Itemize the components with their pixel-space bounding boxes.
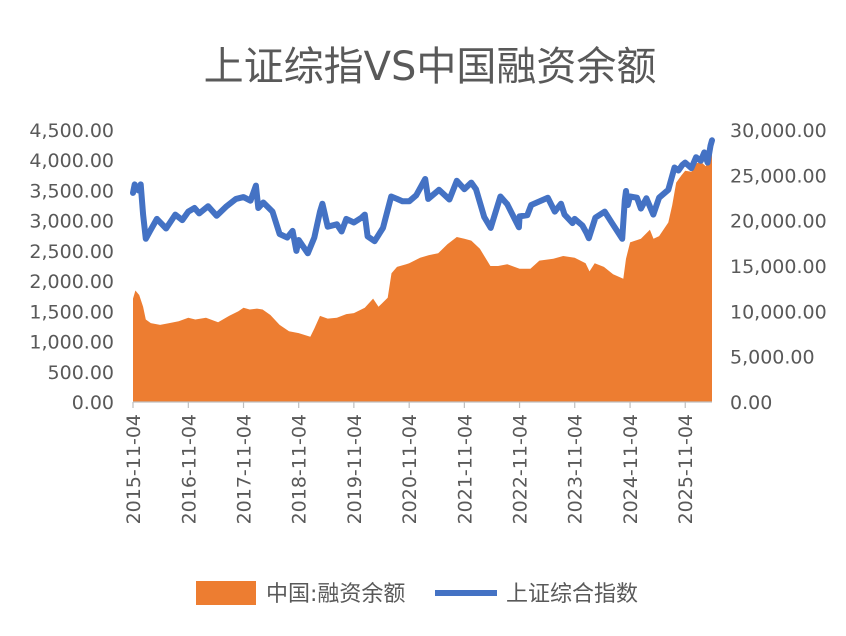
left-y-axis: 0.00 500.00 1,000.00 1,500.00 2,000.00 2,500.… bbox=[29, 120, 114, 414]
x-tick-label: 2025-11-04 bbox=[675, 414, 697, 524]
x-tick-label: 2021-11-04 bbox=[454, 414, 476, 524]
right-y-axis: 0.00 5,000.00 10,000.00 15,000.00 20,000.00 2… bbox=[730, 120, 827, 414]
left-y-tick-label: 4,000.00 bbox=[29, 150, 114, 172]
x-tick-label: 2022-11-04 bbox=[510, 414, 532, 524]
x-tick-label: 2024-11-04 bbox=[620, 414, 642, 524]
right-y-tick-label: 25,000.00 bbox=[730, 165, 827, 187]
x-tick-label: 2018-11-04 bbox=[289, 414, 311, 524]
legend-label-sse-index: 上证综合指数 bbox=[506, 582, 638, 607]
right-y-tick-label: 30,000.00 bbox=[730, 120, 827, 142]
x-tick-label: 2016-11-04 bbox=[178, 414, 200, 524]
left-y-tick-label: 500.00 bbox=[48, 362, 114, 384]
left-y-tick-label: 1,000.00 bbox=[29, 332, 114, 354]
left-y-tick-label: 4,500.00 bbox=[29, 120, 114, 142]
right-y-tick-label: 10,000.00 bbox=[730, 301, 827, 323]
left-y-tick-label: 2,000.00 bbox=[29, 271, 114, 293]
left-y-tick-label: 3,000.00 bbox=[29, 211, 114, 233]
legend: 中国:融资余额 上证综合指数 bbox=[196, 581, 638, 607]
right-y-tick-label: 5,000.00 bbox=[730, 347, 815, 369]
chart-title: 上证综指VS中国融资余额 bbox=[204, 44, 657, 90]
x-tick-label: 2019-11-04 bbox=[344, 414, 366, 524]
legend-label-margin-balance: 中国:融资余额 bbox=[266, 582, 405, 607]
x-tick-label: 2017-11-04 bbox=[234, 414, 256, 524]
plot-area bbox=[130, 137, 715, 402]
legend-swatch-margin-balance bbox=[196, 581, 256, 605]
right-y-tick-label: 20,000.00 bbox=[730, 211, 827, 233]
series-area-margin-balance bbox=[133, 153, 712, 402]
x-axis: 2015-11-04 2016-11-04 2017-11-04 2018-11-04… bbox=[123, 401, 712, 524]
right-y-tick-label: 15,000.00 bbox=[730, 256, 827, 278]
left-y-tick-label: 3,500.00 bbox=[29, 180, 114, 202]
right-y-tick-label: 0.00 bbox=[730, 392, 772, 414]
left-y-tick-label: 1,500.00 bbox=[29, 301, 114, 323]
series-line-sse-index bbox=[130, 137, 715, 257]
x-tick-label: 2023-11-04 bbox=[565, 414, 587, 524]
left-y-tick-label: 2,500.00 bbox=[29, 241, 114, 263]
x-tick-label: 2020-11-04 bbox=[399, 414, 421, 524]
left-y-tick-label: 0.00 bbox=[72, 392, 114, 414]
x-tick-label: 2015-11-04 bbox=[123, 414, 145, 524]
